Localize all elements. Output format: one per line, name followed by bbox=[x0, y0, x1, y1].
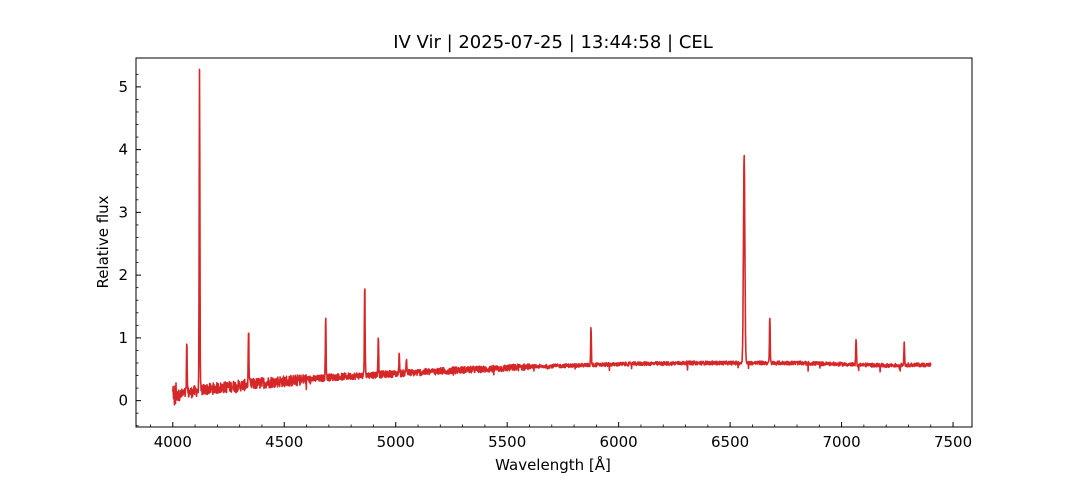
plot-frame bbox=[135, 57, 973, 428]
x-tick-label: 4500 bbox=[265, 433, 303, 451]
y-tick-label: 4 bbox=[118, 141, 128, 159]
x-axis: 4000 4500 5000 5500 6000 6500 7000 7500 bbox=[150, 422, 972, 451]
x-tick-label: 5500 bbox=[488, 433, 526, 451]
x-tick-label: 4000 bbox=[154, 433, 192, 451]
y-tick-label: 0 bbox=[118, 392, 128, 410]
y-tick-label: 5 bbox=[118, 78, 128, 96]
chart-title: IV Vir | 2025-07-25 | 13:44:58 | CEL bbox=[393, 32, 713, 53]
x-axis-label: Wavelength [Å] bbox=[495, 455, 611, 474]
x-tick-label: 7000 bbox=[822, 433, 860, 451]
x-tick-label: 7500 bbox=[934, 433, 972, 451]
y-tick-label: 2 bbox=[118, 266, 128, 284]
x-tick-label: 5000 bbox=[377, 433, 415, 451]
x-tick-label: 6000 bbox=[600, 433, 638, 451]
y-tick-label: 3 bbox=[118, 203, 128, 221]
spectrum-line bbox=[172, 68, 932, 406]
y-tick-label: 1 bbox=[118, 329, 128, 347]
y-axis-label: Relative flux bbox=[94, 195, 112, 288]
y-axis: 0 1 2 3 4 5 bbox=[118, 73, 141, 427]
x-tick-label: 6500 bbox=[711, 433, 749, 451]
plot-area bbox=[172, 68, 932, 406]
